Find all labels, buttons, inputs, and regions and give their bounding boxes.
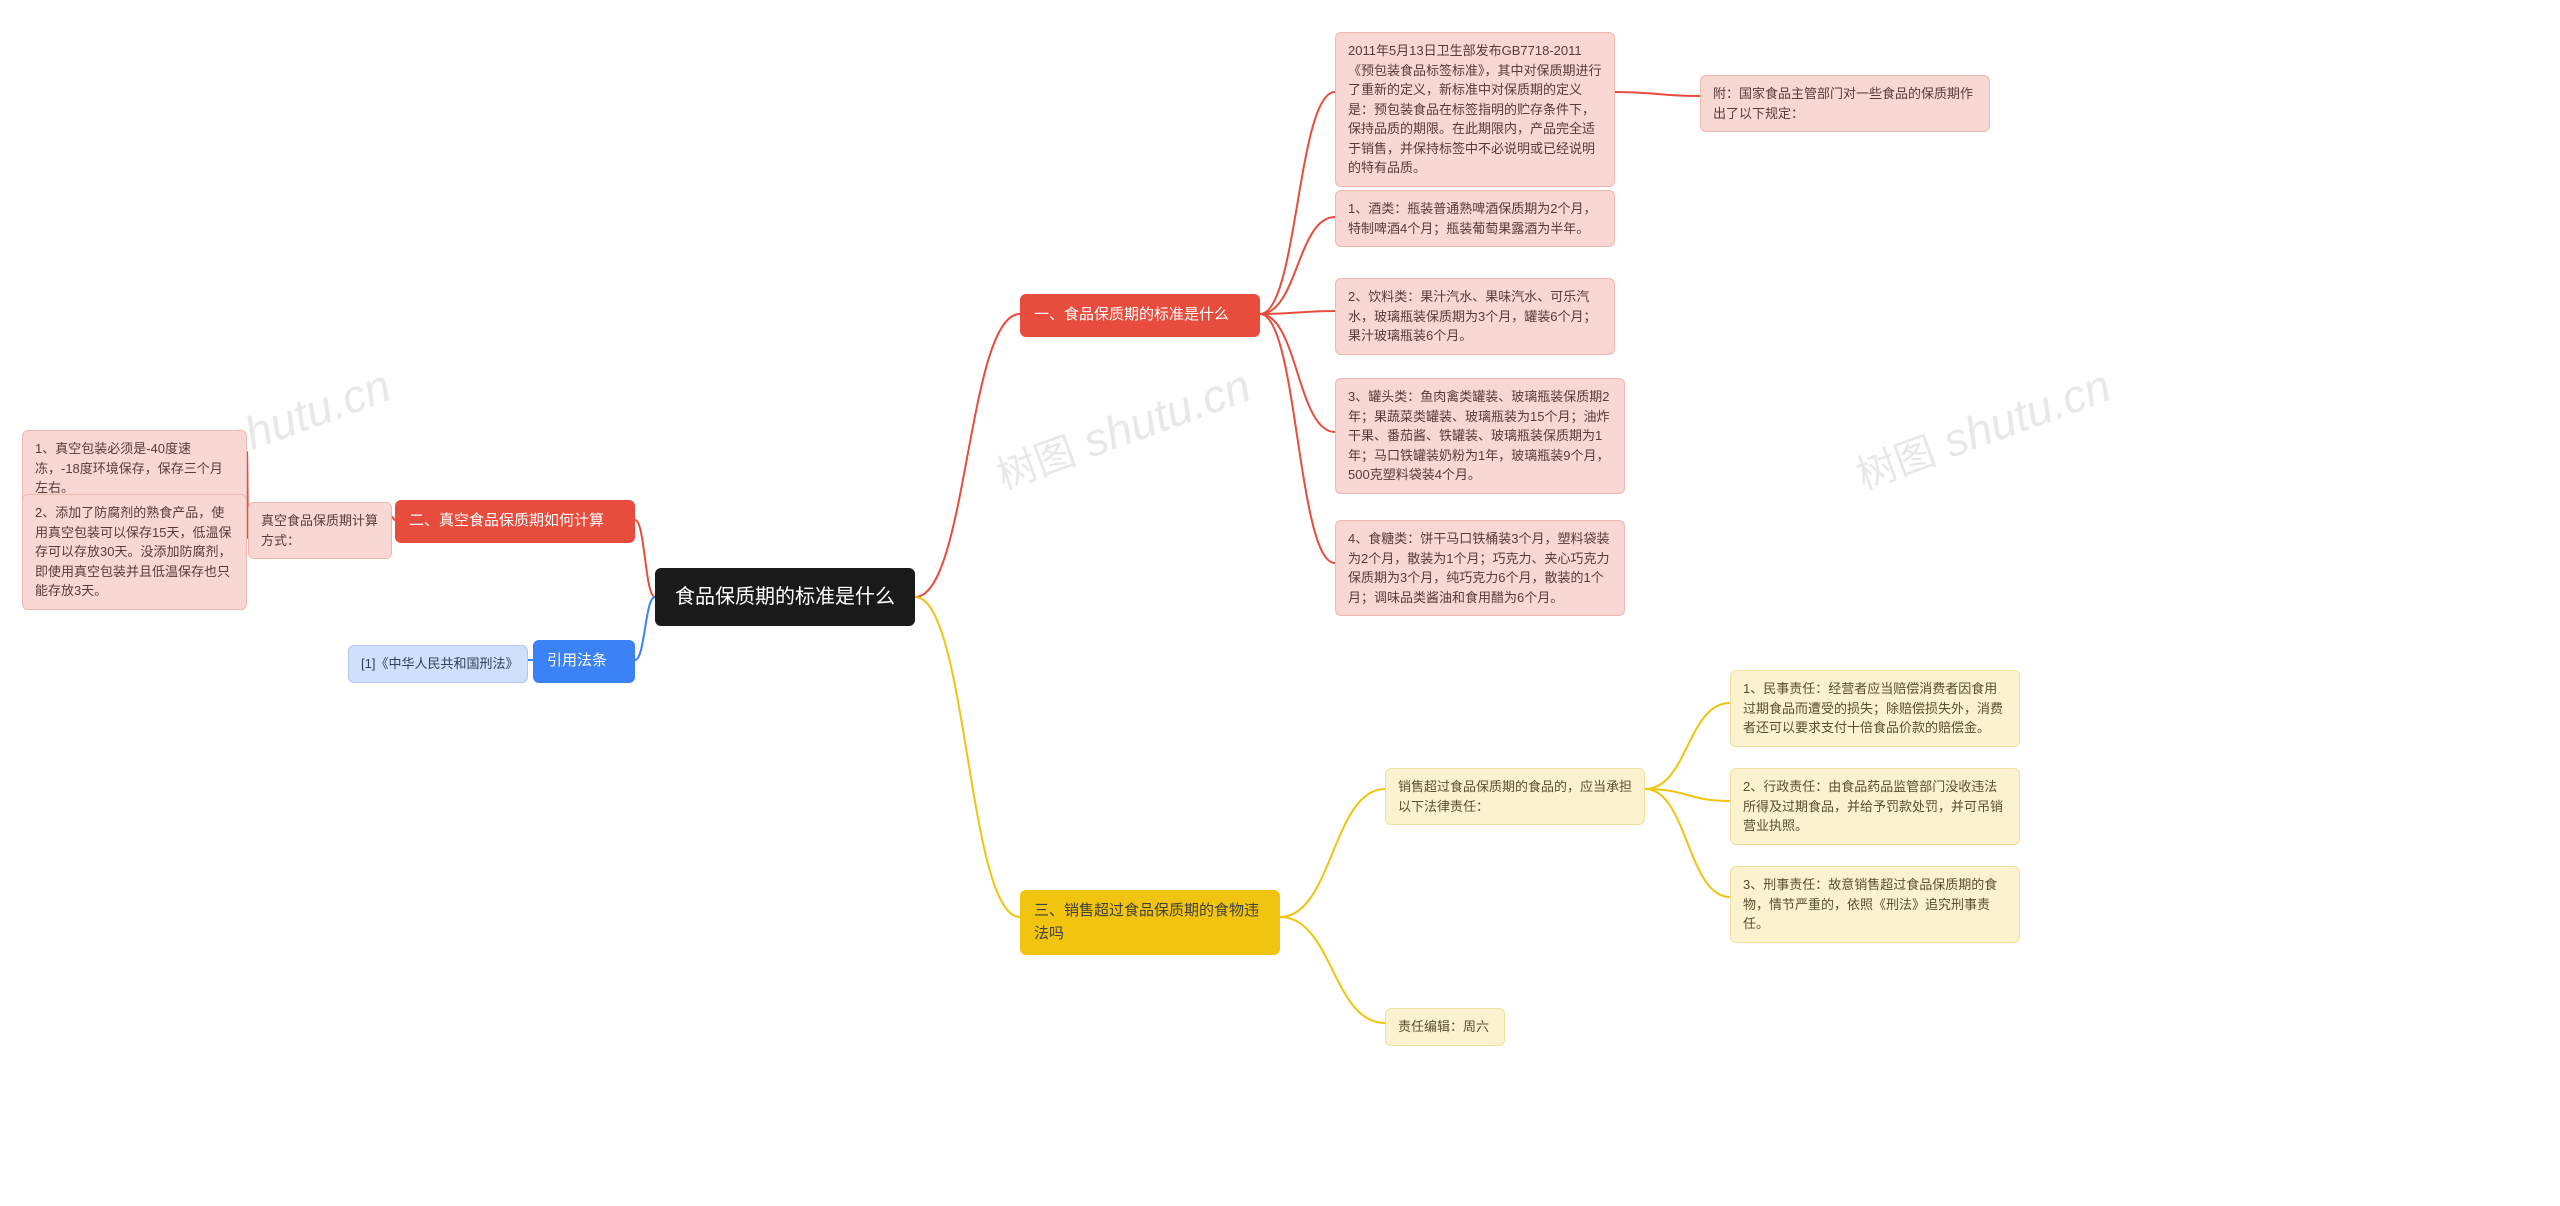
- leaf-1-5[interactable]: 4、食糖类：饼干马口铁桶装3个月，塑料袋装为2个月，散装为1个月；巧克力、夹心巧…: [1335, 520, 1625, 616]
- branch-1[interactable]: 一、食品保质期的标准是什么: [1020, 294, 1260, 337]
- leaf-3-1c[interactable]: 3、刑事责任：故意销售超过食品保质期的食物，情节严重的，依照《刑法》追究刑事责任…: [1730, 866, 2020, 943]
- leaf-1-1[interactable]: 2011年5月13日卫生部发布GB7718-2011《预包装食品标签标准》，其中…: [1335, 32, 1615, 187]
- connector-layer: [0, 0, 2560, 1206]
- leaf-law-1[interactable]: [1]《中华人民共和国刑法》: [348, 645, 528, 683]
- leaf-3-1a[interactable]: 1、民事责任：经营者应当赔偿消费者因食用过期食品而遭受的损失；除赔偿损失外，消费…: [1730, 670, 2020, 747]
- branch-3[interactable]: 三、销售超过食品保质期的食物违法吗: [1020, 890, 1280, 955]
- watermark-3: 树图 shutu.cn: [1848, 356, 2119, 503]
- leaf-3-1b[interactable]: 2、行政责任：由食品药品监管部门没收违法所得及过期食品，并给予罚款处罚，并可吊销…: [1730, 768, 2020, 845]
- watermark-2: 树图 shutu.cn: [988, 356, 1259, 503]
- branch-law[interactable]: 引用法条: [533, 640, 635, 683]
- leaf-1-4[interactable]: 3、罐头类：鱼肉禽类罐装、玻璃瓶装保质期2年；果蔬菜类罐装、玻璃瓶装为15个月；…: [1335, 378, 1625, 494]
- leaf-1-1a[interactable]: 附：国家食品主管部门对一些食品的保质期作出了以下规定：: [1700, 75, 1990, 132]
- leaf-2-1b[interactable]: 2、添加了防腐剂的熟食产品，使用真空包装可以保存15天，低温保存可以存放30天。…: [22, 494, 247, 610]
- leaf-1-3[interactable]: 2、饮料类：果汁汽水、果味汽水、可乐汽水，玻璃瓶装保质期为3个月，罐装6个月；果…: [1335, 278, 1615, 355]
- leaf-3-1[interactable]: 销售超过食品保质期的食品的，应当承担以下法律责任：: [1385, 768, 1645, 825]
- leaf-1-2[interactable]: 1、酒类：瓶装普通熟啤酒保质期为2个月，特制啤酒4个月；瓶装葡萄果露酒为半年。: [1335, 190, 1615, 247]
- leaf-2-1[interactable]: 真空食品保质期计算方式：: [248, 502, 392, 559]
- leaf-3-2[interactable]: 责任编辑：周六: [1385, 1008, 1505, 1046]
- branch-2[interactable]: 二、真空食品保质期如何计算: [395, 500, 635, 543]
- root-node[interactable]: 食品保质期的标准是什么: [655, 568, 915, 626]
